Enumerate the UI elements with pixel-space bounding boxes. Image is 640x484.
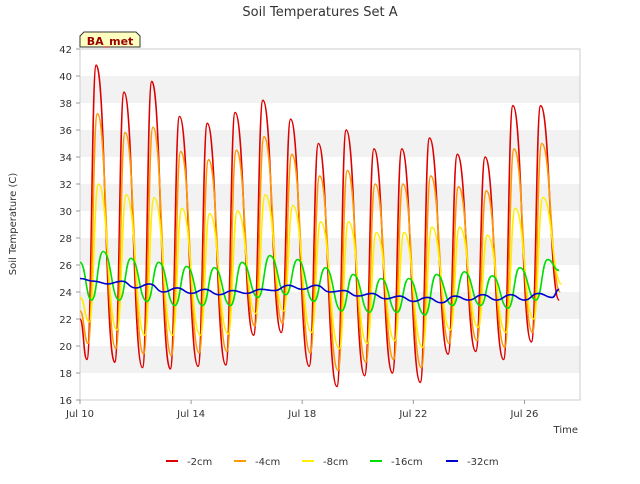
legend-label: -16cm — [391, 457, 423, 468]
y-tick-label: 18 — [59, 369, 72, 380]
x-tick-label: Jul 22 — [398, 409, 427, 420]
y-tick-label: 40 — [59, 72, 72, 83]
y-tick-label: 16 — [59, 396, 72, 407]
series-line-32cm — [79, 277, 560, 304]
x-axis-label: Time — [553, 425, 578, 436]
x-tick-label: Jul 14 — [176, 409, 205, 420]
y-tick-label: 38 — [59, 99, 72, 110]
grid-band — [80, 130, 580, 157]
y-tick-label: 42 — [59, 45, 72, 56]
y-tick-label: 24 — [59, 288, 72, 299]
x-tick-label: Jul 26 — [509, 409, 538, 420]
legend-label: -4cm — [255, 457, 280, 468]
y-tick-label: 36 — [59, 126, 72, 137]
series-line-4cm — [79, 112, 562, 372]
y-tick-label: 34 — [59, 153, 72, 164]
grid-band — [80, 238, 580, 265]
y-tick-label: 22 — [59, 315, 72, 326]
y-tick-label: 26 — [59, 261, 72, 272]
legend-label: -2cm — [187, 457, 212, 468]
y-tick-label: 28 — [59, 234, 72, 245]
legend: -2cm -4cm -8cm -16cm -32cm — [166, 457, 499, 468]
site-label: BA_met — [87, 35, 134, 48]
y-tick-label: 32 — [59, 180, 72, 191]
y-tick-label: 30 — [59, 207, 72, 218]
site-label-box: BA_met — [79, 31, 141, 48]
grid-band — [80, 184, 580, 211]
series-line-16cm — [79, 250, 560, 316]
legend-label: -8cm — [323, 457, 348, 468]
x-axis-ticks: Jul 10 Jul 14 Jul 18 Jul 22 Jul 26 — [65, 400, 538, 420]
x-tick-label: Jul 18 — [287, 409, 316, 420]
plot-frame — [79, 48, 581, 401]
legend-label: -32cm — [467, 457, 499, 468]
grid-band — [80, 346, 580, 373]
series-lines — [79, 64, 563, 388]
x-tick-label: Jul 10 — [65, 409, 94, 420]
y-tick-label: 20 — [59, 342, 72, 353]
y-axis-label: Soil Temperature (C) — [8, 173, 19, 276]
chart-title: Soil Temperatures Set A — [242, 5, 397, 20]
y-axis-ticks: 16 18 20 22 24 26 28 30 32 34 36 38 40 42 — [59, 45, 80, 407]
series-line-8cm — [79, 183, 563, 350]
grid-band — [80, 76, 580, 103]
